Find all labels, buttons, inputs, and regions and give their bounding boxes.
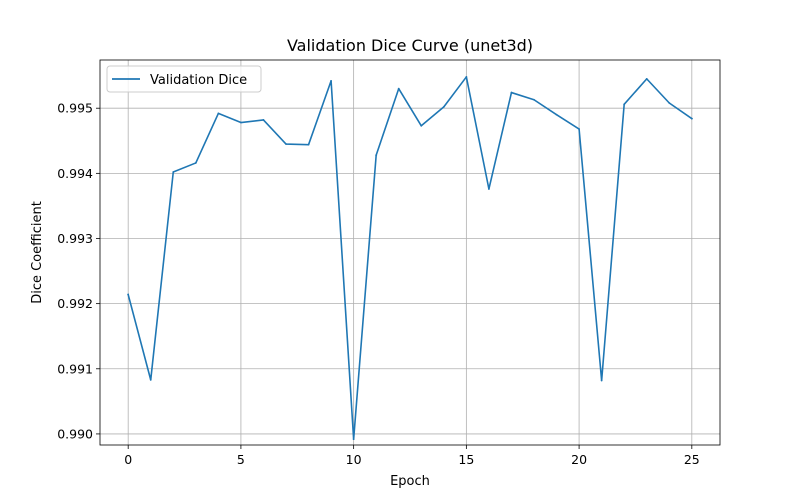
data-point — [240, 121, 242, 124]
y-tick-label: 0.993 — [57, 231, 93, 246]
data-point — [330, 79, 332, 82]
data-point — [442, 106, 445, 108]
plot-frame — [99, 59, 721, 446]
data-point — [285, 143, 287, 145]
data-point — [375, 154, 378, 157]
data-point — [217, 112, 220, 115]
data-point — [397, 87, 400, 90]
data-point — [172, 171, 175, 173]
x-tick-label: 15 — [458, 452, 474, 467]
y-axis-label: Dice Coefficient — [30, 201, 45, 304]
x-axis-ticks: 0 5 10 15 20 25 — [124, 445, 700, 467]
y-tick-label: 0.994 — [57, 166, 93, 181]
data-point — [352, 438, 355, 441]
data-point — [578, 128, 580, 130]
series-line-validation-dice — [127, 76, 693, 440]
data-point — [645, 77, 648, 80]
y-tick-label: 0.995 — [57, 101, 93, 116]
series-layer — [127, 76, 693, 441]
x-tick-label: 5 — [237, 452, 245, 467]
data-point — [465, 76, 468, 78]
x-tick-label: 0 — [124, 452, 132, 467]
data-point — [668, 102, 671, 104]
legend: Validation Dice — [106, 65, 262, 93]
data-point — [127, 293, 130, 296]
data-point — [420, 124, 423, 127]
x-axis-label: Epoch — [390, 474, 430, 489]
data-point — [262, 119, 265, 121]
data-point — [555, 113, 558, 116]
data-point — [690, 117, 693, 120]
x-tick-label: 25 — [684, 452, 700, 467]
data-point — [488, 188, 490, 190]
x-tick-label: 10 — [346, 452, 362, 467]
y-tick-label: 0.992 — [57, 296, 93, 311]
grid — [100, 60, 720, 445]
data-point — [510, 91, 513, 94]
y-tick-label: 0.990 — [57, 426, 93, 441]
data-point — [533, 98, 535, 101]
plot-area — [100, 60, 720, 445]
data-point — [149, 378, 152, 381]
legend-box — [106, 65, 262, 93]
data-point — [623, 103, 626, 106]
data-point — [194, 162, 197, 164]
data-point — [307, 143, 310, 146]
x-tick-label: 20 — [571, 452, 587, 467]
chart-title: Validation Dice Curve (unet3d) — [287, 36, 533, 55]
legend-label: Validation Dice — [150, 73, 247, 88]
y-tick-label: 0.991 — [57, 361, 93, 376]
y-axis-ticks: 0.990 0.991 0.992 0.993 0.994 0.995 — [57, 101, 100, 441]
data-point — [600, 379, 603, 382]
